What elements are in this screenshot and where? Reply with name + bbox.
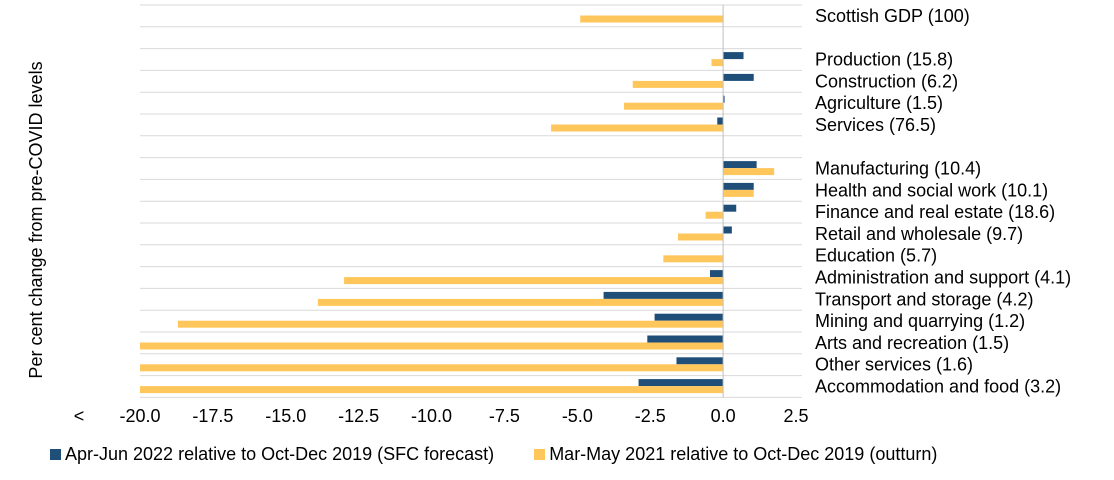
bar-outturn [140,386,724,394]
category-labels: Scottish GDP (100) Production (15.8)Const… [815,6,1071,397]
category-label: Finance and real estate (18.6) [815,202,1055,222]
category-label: Retail and wholesale (9.7) [815,224,1023,244]
category-label: Agriculture (1.5) [815,93,943,113]
bar-outturn [344,277,724,285]
legend-item-forecast: Apr-Jun 2022 relative to Oct-Dec 2019 (S… [50,444,494,465]
category-label: Production (15.8) [815,50,953,70]
bar-forecast [717,117,724,125]
bar-outturn [705,211,724,219]
bar-outturn [580,15,724,23]
x-tick-label: 0.0 [711,406,736,426]
category-label: Mining and quarrying (1.2) [815,311,1025,331]
bar-outturn [177,320,724,328]
category-label: Education (5.7) [815,246,937,266]
category-label: Construction (6.2) [815,71,958,91]
gridlines [140,4,802,398]
category-label: Other services (1.6) [815,355,973,375]
x-overflow-marker: < [74,406,85,426]
x-tick-label: -12.5 [338,406,379,426]
x-tick-label: -2.5 [635,406,666,426]
bar-outturn [723,168,775,176]
bar-forecast [603,291,724,299]
bar-outturn [711,59,724,67]
bar-forecast [638,379,724,387]
bar-outturn [623,102,724,110]
legend-label-outturn: Mar-May 2021 relative to Oct-Dec 2019 (o… [549,444,938,464]
bar-forecast [723,182,754,190]
bar-forecast [647,335,724,343]
bar-forecast [723,52,744,60]
category-label: Arts and recreation (1.5) [815,333,1009,353]
bar-forecast [723,161,757,169]
bar-forecast [709,270,724,278]
x-tick-label: -5.0 [562,406,593,426]
category-label: Administration and support (4.1) [815,268,1071,288]
bar-chart: Scottish GDP (100) Production (15.8)Const… [26,4,1071,426]
category-label: Accommodation and food (3.2) [815,377,1061,397]
category-label: Scottish GDP (100) [815,6,970,26]
legend-swatch-forecast [50,449,61,460]
x-tick-label: -20.0 [119,406,160,426]
bar-forecast [723,204,737,212]
legend: Apr-Jun 2022 relative to Oct-Dec 2019 (S… [50,444,937,465]
bar-outturn [140,342,724,350]
category-label: Services (76.5) [815,115,936,135]
bars [140,15,775,394]
y-axis-label: Per cent change from pre-COVID levels [26,61,46,378]
bar-outturn [632,80,724,88]
category-label: Health and social work (10.1) [815,180,1048,200]
legend-item-outturn: Mar-May 2021 relative to Oct-Dec 2019 (o… [534,444,937,465]
x-tick-label: -7.5 [489,406,520,426]
bar-outturn [723,189,754,197]
bar-outturn [140,364,724,372]
x-tick-label: 2.5 [783,406,808,426]
legend-swatch-outturn [534,449,546,460]
x-tick-label: -10.0 [411,406,452,426]
category-label: Manufacturing (10.4) [815,159,981,179]
x-axis-ticks: -20.0 -17.5 -15.0 -12.5 -10.0 -7.5 -5.0 -2.5 0.0… [119,406,808,426]
bar-forecast [723,95,725,103]
legend-label-forecast: Apr-Jun 2022 relative to Oct-Dec 2019 (S… [65,444,495,464]
bar-outturn [663,255,724,263]
bar-forecast [723,226,732,234]
bar-outturn [551,124,724,132]
bar-outturn [677,233,724,241]
bar-forecast [676,357,724,365]
bar-outturn [317,298,724,306]
bar-forecast [723,73,754,81]
category-label: Transport and storage (4.2) [815,289,1033,309]
x-tick-label: -17.5 [192,406,233,426]
bar-forecast [654,313,724,321]
x-tick-label: -15.0 [265,406,306,426]
